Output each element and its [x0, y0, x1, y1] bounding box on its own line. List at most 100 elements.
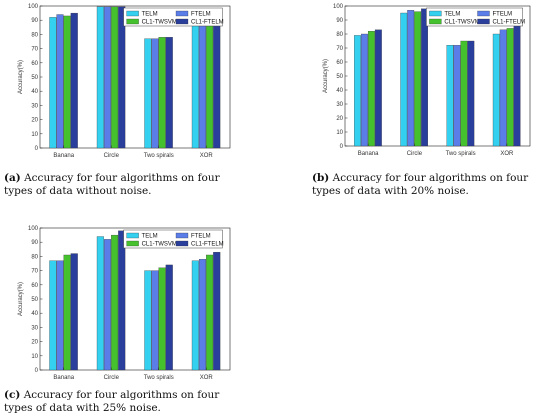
y-tick-label: 80 [336, 32, 343, 38]
bar [56, 260, 64, 371]
legend-swatch [175, 232, 189, 239]
bar [191, 18, 199, 149]
y-tick-label: 70 [31, 269, 38, 275]
y-tick-label: 60 [336, 60, 343, 66]
bar-chart-b: 0 10 20 30 40 50 60 70 80 90 100 Accuracy(%) Banana C… [323, 4, 531, 157]
caption-a: (a) Accuracy for four algorithms on four… [4, 172, 236, 198]
bar [103, 239, 111, 371]
legend-box [426, 7, 523, 27]
y-tick-label: 0 [340, 144, 344, 150]
y-axis-label: Accuracy(%) [18, 60, 24, 94]
y-tick-label: 20 [336, 116, 343, 122]
caption-a-text: Accuracy for four algorithms on four typ… [4, 172, 220, 197]
bar [513, 25, 521, 147]
bar [151, 270, 159, 371]
y-tick-label: 40 [31, 311, 38, 317]
bar-chart-a: 0 10 20 30 40 50 60 70 80 90 100 Accuracy(%) Banana C… [18, 4, 231, 159]
x-tick-label: Two spirals [144, 375, 174, 381]
y-axis-label: Accuracy(%) [323, 59, 329, 93]
bar [158, 267, 166, 371]
y-tick-label: 70 [336, 46, 343, 52]
bar-chart-c: 0 10 20 30 40 50 60 70 80 90 100 Accuracy(%) Banana C… [18, 226, 231, 381]
bar [492, 33, 500, 147]
bar [144, 38, 152, 149]
bar [421, 8, 428, 147]
legend-swatch [477, 10, 490, 17]
legend-swatch [126, 240, 139, 247]
x-tick-label: Two spirals [446, 151, 476, 157]
bar [191, 260, 199, 371]
bar [374, 29, 382, 147]
legend: TELM FTELM CL1-TWSVM CL1-FTELM [426, 7, 525, 27]
legend-swatch [429, 10, 442, 17]
legend-label: TELM [142, 12, 158, 18]
chart-panel-b: 0 10 20 30 40 50 60 70 80 90 100 Accuracy(%) Banana C… [310, 0, 550, 160]
bar [400, 12, 408, 147]
legend: TELM FTELM CL1-TWSVM CL1-FTELM [123, 229, 224, 249]
y-tick-label: 0 [35, 368, 39, 374]
legend-label: TELM [142, 234, 158, 240]
bar [453, 45, 461, 147]
bar [49, 260, 57, 371]
y-tick-label: 10 [31, 132, 38, 138]
bar [165, 37, 173, 149]
y-tick-label: 80 [31, 32, 38, 38]
y-tick-label: 30 [336, 102, 343, 108]
bar [103, 6, 111, 149]
x-tick-label: Circle [407, 151, 423, 157]
bar [111, 6, 119, 149]
legend-label: CL1-TWSVM [444, 20, 479, 26]
bar [414, 11, 422, 147]
bar [63, 15, 71, 149]
y-tick-label: 60 [31, 61, 38, 67]
bar [158, 37, 166, 149]
bar [63, 254, 71, 371]
x-tick-label: XOR [200, 375, 214, 381]
legend-swatch [477, 18, 490, 25]
y-tick-label: 40 [31, 89, 38, 95]
legend-label: CL1-FTELM [191, 242, 224, 248]
caption-a-label: (a) [4, 172, 21, 184]
bar [198, 17, 206, 149]
y-tick-label: 100 [333, 4, 344, 10]
bar [446, 45, 454, 147]
legend-box [123, 7, 223, 27]
bar [361, 33, 368, 147]
bar [70, 12, 78, 149]
legend-swatch [126, 18, 139, 25]
y-tick-label: 90 [31, 240, 38, 246]
y-tick-label: 20 [31, 340, 38, 346]
chart-panel-c: 0 10 20 30 40 50 60 70 80 90 100 Accuracy(%) Banana C… [0, 212, 240, 382]
y-tick-label: 40 [336, 88, 343, 94]
caption-c-label: (c) [4, 389, 21, 401]
legend-label: CL1-TWSVM [142, 20, 177, 26]
bar [49, 17, 57, 149]
legend-label: CL1-FTELM [191, 20, 224, 26]
x-tick-label: Banana [358, 151, 379, 157]
caption-b: (b) Accuracy for four algorithms on four… [312, 172, 548, 198]
bar [118, 6, 126, 149]
bar [407, 10, 415, 147]
bar [96, 6, 104, 149]
bar [144, 270, 152, 371]
x-tick-label: Banana [53, 153, 74, 159]
y-tick-label: 50 [336, 74, 343, 80]
y-tick-label: 80 [31, 254, 38, 260]
y-tick-label: 30 [31, 325, 38, 331]
y-tick-label: 100 [28, 226, 39, 232]
bar [56, 14, 64, 149]
bar [467, 40, 475, 147]
bar [499, 29, 507, 147]
y-tick-label: 50 [31, 75, 38, 81]
caption-c-text: Accuracy for four algorithms on four typ… [4, 389, 220, 414]
legend-swatch [175, 18, 189, 25]
caption-b-text: Accuracy for four algorithms on four typ… [312, 172, 529, 197]
x-tick-label: Circle [104, 153, 120, 159]
bar [111, 234, 119, 371]
y-axis-label: Accuracy(%) [18, 282, 24, 316]
legend-swatch [429, 18, 442, 25]
bar [206, 254, 214, 371]
y-tick-label: 10 [336, 130, 343, 136]
bar [118, 230, 126, 371]
y-tick-label: 100 [28, 4, 39, 10]
